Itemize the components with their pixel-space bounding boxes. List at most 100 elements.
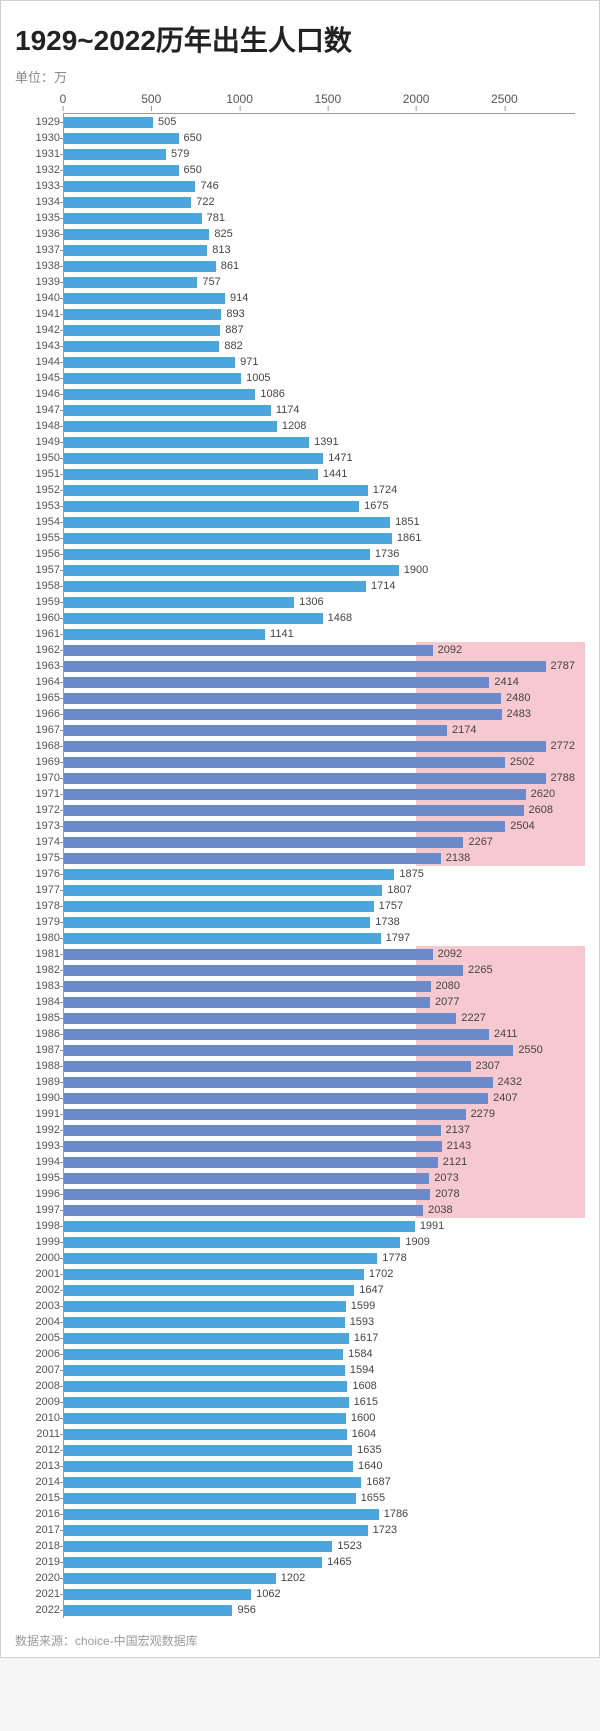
- bar-row: 19882307: [64, 1058, 575, 1074]
- bar: [64, 133, 179, 144]
- bar-row: 20001778: [64, 1250, 575, 1266]
- bar: [64, 549, 370, 560]
- bar-row: 19852227: [64, 1010, 575, 1026]
- y-tick: [60, 714, 64, 715]
- year-label: 2009: [16, 1394, 60, 1410]
- bar-row: 1933746: [64, 178, 575, 194]
- bar: [64, 869, 394, 880]
- plot-area: 05001000150020002500 1929505193065019315…: [63, 92, 575, 1618]
- bar: [64, 613, 323, 624]
- bar-row: 1932650: [64, 162, 575, 178]
- year-label: 1984: [16, 994, 60, 1010]
- bar-row: 20201202: [64, 1570, 575, 1586]
- x-tick: 500: [141, 92, 161, 106]
- source-label: 数据来源：choice-中国宏观数据库: [15, 1628, 585, 1649]
- bar-row: 1931579: [64, 146, 575, 162]
- bar: [64, 309, 221, 320]
- y-tick: [60, 1290, 64, 1291]
- year-label: 2020: [16, 1570, 60, 1586]
- bar: [64, 149, 166, 160]
- year-label: 1988: [16, 1058, 60, 1074]
- bar-row: 19892432: [64, 1074, 575, 1090]
- value-label: 1738: [375, 916, 399, 928]
- bar: [64, 277, 197, 288]
- y-tick: [60, 554, 64, 555]
- x-tick: 1000: [226, 92, 253, 106]
- year-label: 1964: [16, 674, 60, 690]
- value-label: 1875: [399, 868, 423, 880]
- bar: [64, 693, 501, 704]
- value-label: 1647: [359, 1284, 383, 1296]
- y-tick: [60, 154, 64, 155]
- year-label: 1932: [16, 162, 60, 178]
- bar-row: 20021647: [64, 1282, 575, 1298]
- bar: [64, 629, 265, 640]
- bar-row: 19722608: [64, 802, 575, 818]
- y-tick: [60, 922, 64, 923]
- y-tick: [60, 1498, 64, 1499]
- bar-row: 20211062: [64, 1586, 575, 1602]
- bar-row: 20171723: [64, 1522, 575, 1538]
- bar-row: 19962078: [64, 1186, 575, 1202]
- value-label: 1797: [386, 932, 410, 944]
- y-tick: [60, 906, 64, 907]
- year-label: 1956: [16, 546, 60, 562]
- year-label: 1955: [16, 530, 60, 546]
- year-label: 1989: [16, 1074, 60, 1090]
- year-label: 1967: [16, 722, 60, 738]
- value-label: 1991: [420, 1220, 444, 1232]
- year-label: 1975: [16, 850, 60, 866]
- bar: [64, 1413, 346, 1424]
- bar-row: 19501471: [64, 450, 575, 466]
- y-tick: [60, 1338, 64, 1339]
- bar-row: 19692502: [64, 754, 575, 770]
- bar: [64, 1237, 400, 1248]
- value-label: 1208: [282, 420, 306, 432]
- value-label: 2411: [494, 1028, 518, 1040]
- year-label: 2001: [16, 1266, 60, 1282]
- value-label: 914: [230, 292, 248, 304]
- y-tick: [60, 1050, 64, 1051]
- value-label: 2787: [551, 660, 575, 672]
- bar: [64, 341, 219, 352]
- bar-row: 19752138: [64, 850, 575, 866]
- value-label: 1635: [357, 1444, 381, 1456]
- bar-row: 19571900: [64, 562, 575, 578]
- bar-row: 19771807: [64, 882, 575, 898]
- bar-row: 19972038: [64, 1202, 575, 1218]
- year-label: 1949: [16, 434, 60, 450]
- bar: [64, 1125, 441, 1136]
- value-label: 825: [214, 228, 232, 240]
- bar: [64, 901, 374, 912]
- bar-row: 20011702: [64, 1266, 575, 1282]
- bar: [64, 1109, 466, 1120]
- value-label: 2174: [452, 724, 476, 736]
- y-tick: [60, 1226, 64, 1227]
- bar-row: 1938861: [64, 258, 575, 274]
- y-tick: [60, 778, 64, 779]
- bar: [64, 1605, 232, 1616]
- bar-row: 19471174: [64, 402, 575, 418]
- y-tick: [60, 1258, 64, 1259]
- year-label: 1944: [16, 354, 60, 370]
- year-label: 1994: [16, 1154, 60, 1170]
- year-label: 1945: [16, 370, 60, 386]
- bar: [64, 533, 392, 544]
- bar: [64, 1589, 251, 1600]
- bar-row: 20061584: [64, 1346, 575, 1362]
- y-tick: [60, 762, 64, 763]
- y-tick: [60, 266, 64, 267]
- bar-row: 19862411: [64, 1026, 575, 1042]
- y-tick: [60, 634, 64, 635]
- bar: [64, 261, 216, 272]
- value-label: 1600: [351, 1412, 375, 1424]
- value-label: 1861: [397, 532, 421, 544]
- bar-row: 1935781: [64, 210, 575, 226]
- value-label: 1851: [395, 516, 419, 528]
- y-tick: [60, 490, 64, 491]
- value-label: 1062: [256, 1588, 280, 1600]
- value-label: 2432: [498, 1076, 522, 1088]
- bar-row: 19521724: [64, 482, 575, 498]
- y-tick: [60, 682, 64, 683]
- bar-row: 19912279: [64, 1106, 575, 1122]
